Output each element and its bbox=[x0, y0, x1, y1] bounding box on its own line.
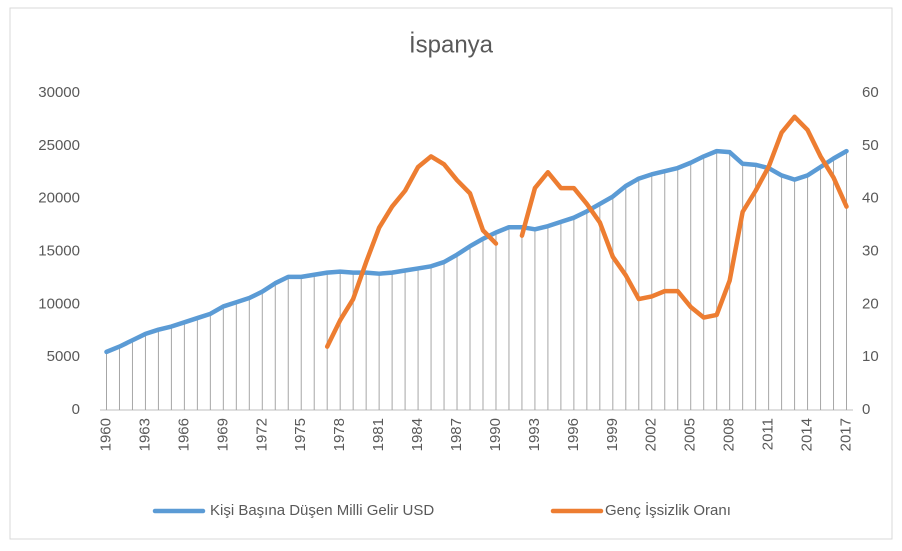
chart-frame bbox=[9, 7, 893, 540]
y-tick-label: 30000 bbox=[38, 84, 80, 101]
x-tick-label: 1999 bbox=[604, 418, 621, 451]
x-tick-label: 1981 bbox=[370, 418, 387, 451]
y2-tick-label: 40 bbox=[862, 190, 879, 207]
x-tick-label: 1990 bbox=[487, 418, 504, 451]
x-tick-label: 1987 bbox=[448, 418, 465, 451]
x-tick-label: 2017 bbox=[837, 418, 854, 451]
legend-label: Genç İşsizlik Oranı bbox=[605, 501, 731, 519]
legend-label: Kişi Başına Düşen Milli Gelir USD bbox=[210, 502, 434, 519]
y-tick-label: 0 bbox=[72, 401, 80, 418]
y-tick-label: 15000 bbox=[38, 242, 80, 259]
x-tick-label: 1978 bbox=[331, 418, 348, 451]
y2-tick-label: 0 bbox=[862, 401, 870, 418]
y2-tick-label: 20 bbox=[862, 295, 879, 312]
y2-tick-label: 30 bbox=[862, 242, 879, 259]
x-tick-label: 1969 bbox=[214, 418, 231, 451]
x-tick-label: 1960 bbox=[97, 418, 114, 451]
x-tick-label: 2011 bbox=[760, 418, 777, 450]
x-tick-label: 1963 bbox=[136, 418, 153, 451]
y2-tick-label: 50 bbox=[862, 137, 879, 154]
y2-tick-label: 10 bbox=[862, 348, 879, 365]
y-tick-label: 10000 bbox=[38, 295, 80, 312]
x-tick-label: 2005 bbox=[682, 418, 699, 451]
x-tick-label: 1966 bbox=[175, 418, 192, 451]
x-tick-label: 2014 bbox=[799, 418, 816, 451]
y-tick-label: 5000 bbox=[47, 348, 80, 365]
x-tick-label: 1975 bbox=[292, 418, 309, 451]
x-tick-label: 1984 bbox=[409, 418, 426, 451]
x-tick-label: 1993 bbox=[526, 418, 543, 451]
chart-title: İspanya bbox=[409, 31, 494, 58]
x-tick-label: 2002 bbox=[643, 418, 660, 451]
series-line bbox=[324, 114, 849, 349]
y-tick-label: 25000 bbox=[38, 137, 80, 154]
x-tick-label: 1972 bbox=[253, 418, 270, 451]
y2-tick-label: 60 bbox=[862, 84, 879, 101]
x-tick-label: 2008 bbox=[721, 418, 738, 451]
y-tick-label: 20000 bbox=[38, 190, 80, 207]
x-tick-label: 1996 bbox=[565, 418, 582, 451]
series-line bbox=[104, 148, 849, 355]
